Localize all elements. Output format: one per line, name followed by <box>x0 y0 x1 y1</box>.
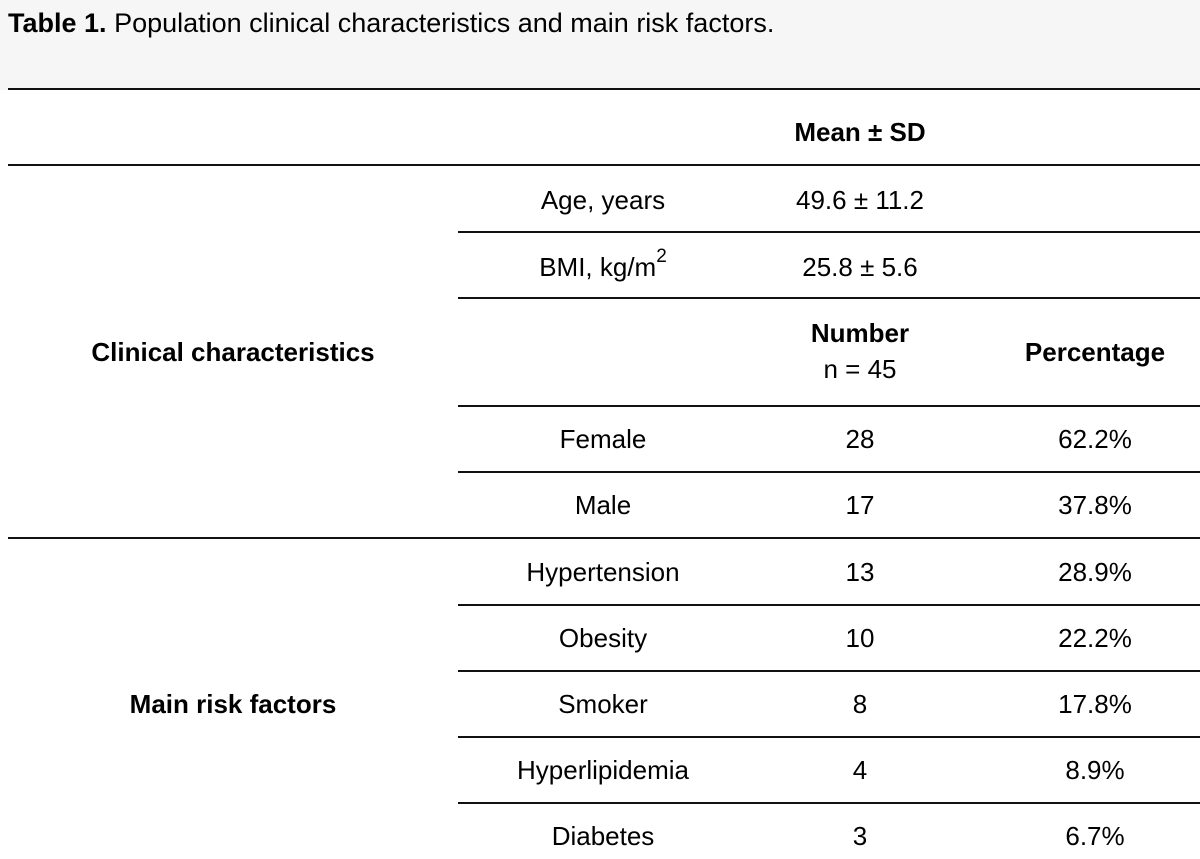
section-main-risk-factors: Main risk factors <box>129 689 337 719</box>
bmi-label-base: BMI, kg/m <box>539 252 657 282</box>
caption-band <box>0 0 1200 90</box>
caption-label: Table 1. <box>8 8 107 38</box>
row-number: 8 <box>852 689 868 719</box>
age-value: 49.6 ± 11.2 <box>796 185 924 215</box>
row-number: 28 <box>845 424 875 454</box>
row-rule <box>458 604 1200 606</box>
row-percentage: 17.8% <box>1058 689 1132 719</box>
row-rule <box>458 471 1200 473</box>
row-rule <box>458 297 1200 299</box>
bmi-label-superscript: 2 <box>656 246 667 267</box>
row-percentage: 8.9% <box>1065 755 1125 785</box>
row-label: Obesity <box>558 623 648 653</box>
subheader-number: Number n = 45 <box>760 313 960 389</box>
row-percentage: 28.9% <box>1058 557 1132 587</box>
row-rule <box>458 231 1200 233</box>
row-rule <box>458 670 1200 672</box>
row-rule <box>458 405 1200 407</box>
row-number: 17 <box>845 490 875 520</box>
row-number: 3 <box>852 821 868 851</box>
section-clinical-characteristics: Clinical characteristics <box>91 337 375 367</box>
bmi-value: 25.8 ± 5.6 <box>802 252 918 282</box>
row-percentage: 22.2% <box>1058 623 1132 653</box>
sample-size: n = 45 <box>823 354 897 384</box>
row-label: Hyperlipidemia <box>517 755 689 785</box>
row-label: Female <box>559 424 647 454</box>
row-number: 13 <box>845 557 875 587</box>
number-header: Number <box>810 318 910 348</box>
table-top-rule <box>8 88 1200 90</box>
bmi-label: BMI, kg/m 2 <box>458 246 748 287</box>
row-percentage: 62.2% <box>1058 424 1132 454</box>
row-number: 4 <box>852 755 868 785</box>
row-label: Diabetes <box>551 821 655 851</box>
row-number: 10 <box>845 623 875 653</box>
age-label: Age, years <box>540 185 666 215</box>
section-rule <box>8 537 1200 539</box>
row-label: Male <box>574 490 632 520</box>
row-percentage: 37.8% <box>1058 490 1132 520</box>
header-mean-sd: Mean ± SD <box>794 117 926 147</box>
percentage-header: Percentage <box>1024 337 1166 367</box>
row-rule <box>458 802 1200 804</box>
row-percentage: 6.7% <box>1065 821 1125 851</box>
caption-text: Population clinical characteristics and … <box>114 8 775 38</box>
row-rule <box>458 736 1200 738</box>
row-label: Hypertension <box>526 557 680 587</box>
table-caption: Table 1. Population clinical characteris… <box>8 5 774 41</box>
header-rule <box>8 164 1200 166</box>
row-label: Smoker <box>558 689 648 719</box>
